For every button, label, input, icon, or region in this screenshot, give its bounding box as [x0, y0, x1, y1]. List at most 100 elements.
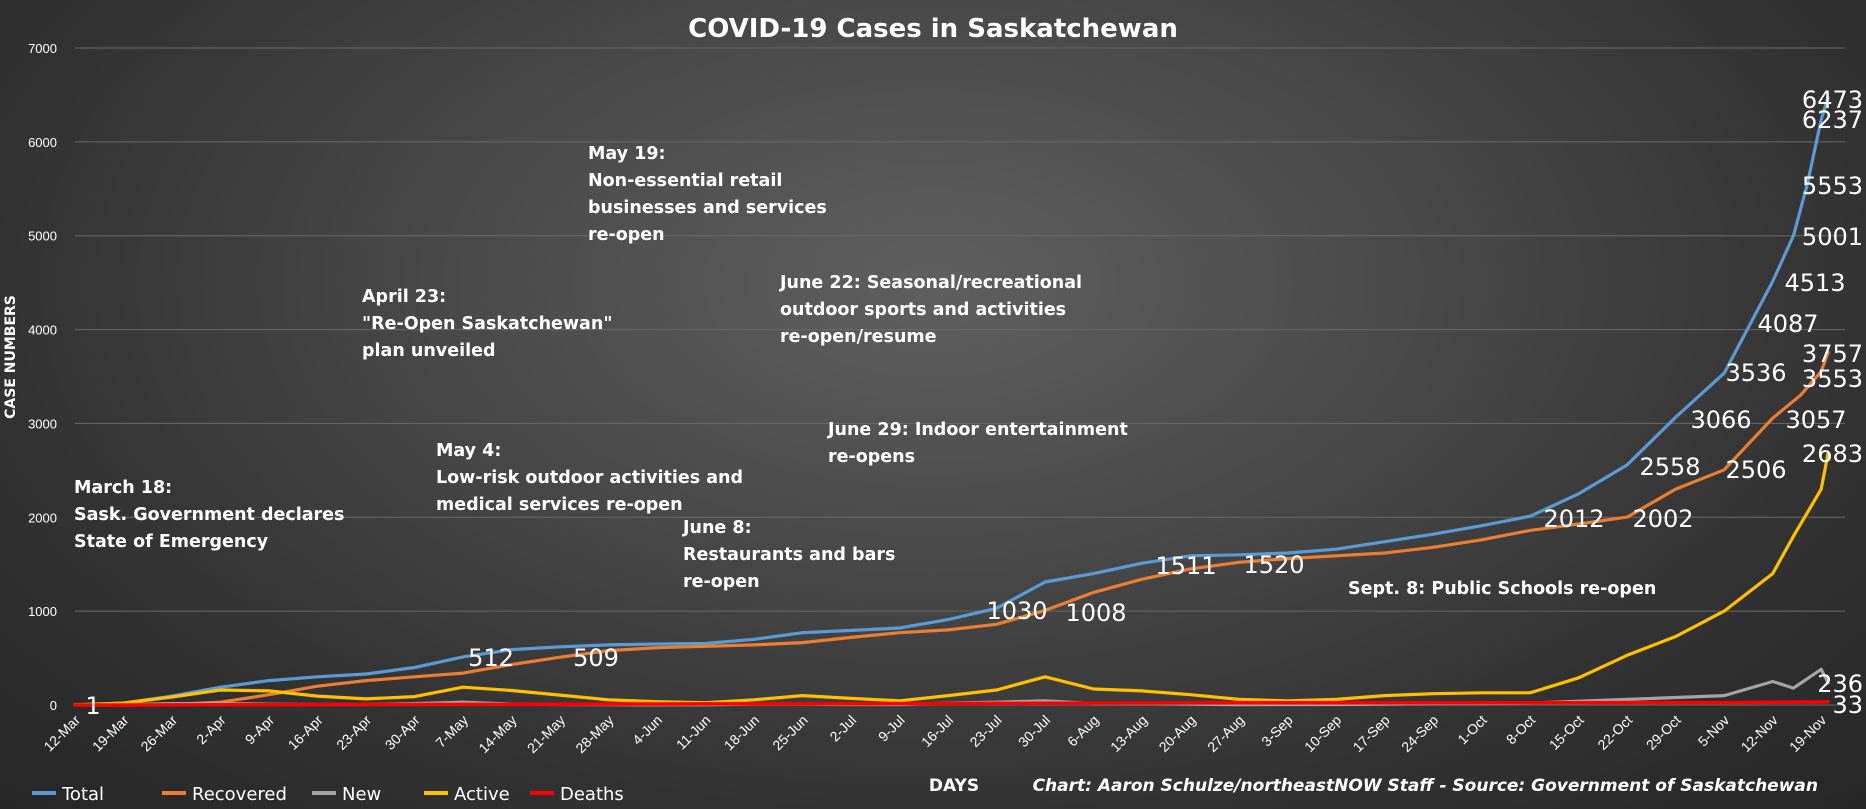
- x-tick-label: 15-Oct: [1546, 712, 1587, 753]
- data-label: 3066: [1690, 406, 1751, 434]
- x-axis-label: DAYS: [929, 776, 979, 796]
- x-tick-label: 7-May: [432, 712, 471, 751]
- y-tick-label: 4000: [28, 323, 57, 338]
- data-label: 2683: [1802, 440, 1863, 468]
- x-tick-label: 21-May: [524, 712, 568, 756]
- legend-label: Deaths: [560, 784, 624, 805]
- legend: Total Recovered New Active Deaths: [32, 784, 624, 805]
- y-axis-ticks: 0 1000 2000 3000 4000 5000 6000 7000: [28, 41, 57, 713]
- annotation-line: May 19:: [588, 144, 666, 164]
- data-label: 3553: [1802, 365, 1863, 393]
- y-tick-label: 5000: [28, 229, 57, 244]
- data-label: 1030: [986, 597, 1047, 625]
- y-axis-label: CASE NUMBERS: [3, 295, 19, 419]
- x-tick-label: 1-Oct: [1454, 712, 1490, 748]
- data-label: 1: [85, 692, 100, 720]
- x-tick-label: 9-Jul: [875, 712, 908, 745]
- x-tick-label: 6-Aug: [1064, 712, 1102, 750]
- annotation-line: June 8:: [682, 518, 752, 538]
- x-tick-label: 14-May: [475, 712, 519, 756]
- y-tick-label: 0: [50, 698, 57, 713]
- annotation-line: March 18:: [74, 478, 172, 498]
- legend-item-deaths: Deaths: [530, 784, 624, 805]
- data-label: 3536: [1725, 359, 1786, 387]
- series-line-recovered: [73, 350, 1830, 707]
- annotation: May 4: Low-risk outdoor activities and med…: [436, 441, 743, 515]
- data-label: 512: [468, 644, 514, 672]
- annotation: March 18: Sask. Government declares State …: [74, 478, 344, 552]
- x-tick-label: 9-Apr: [242, 712, 278, 748]
- event-annotations: March 18: Sask. Government declares State …: [74, 144, 1656, 599]
- x-tick-label: 23-Apr: [333, 712, 374, 753]
- data-label: 509: [573, 644, 619, 672]
- data-label: 5553: [1802, 172, 1863, 200]
- annotation: June 29: Indoor entertainment re-opens: [827, 420, 1128, 467]
- annotation-line: "Re-Open Saskatchewan": [362, 314, 612, 334]
- y-tick-label: 3000: [28, 416, 57, 431]
- y-tick-label: 1000: [28, 604, 57, 619]
- annotation: Sept. 8: Public Schools re-open: [1348, 579, 1656, 599]
- x-tick-label: 30-Apr: [382, 712, 423, 753]
- data-label: 5001: [1802, 223, 1863, 251]
- x-tick-label: 20-Aug: [1156, 712, 1199, 755]
- data-label: 236: [1817, 670, 1863, 698]
- annotation-line: Restaurants and bars: [683, 545, 895, 565]
- annotation-line: Low-risk outdoor activities and: [436, 468, 743, 488]
- data-label: 33: [1832, 691, 1863, 719]
- series-line-total: [73, 95, 1830, 707]
- x-tick-label: 5-Nov: [1695, 712, 1733, 750]
- legend-label: Recovered: [192, 784, 287, 805]
- legend-label: New: [342, 784, 381, 805]
- x-tick-label: 24-Sep: [1398, 712, 1441, 755]
- annotation-line: re-opens: [828, 447, 915, 467]
- series-line-deaths: [73, 700, 1830, 707]
- x-tick-label: 12-Mar: [40, 712, 83, 755]
- data-label: 2506: [1725, 456, 1786, 484]
- data-label: 6473: [1802, 86, 1863, 114]
- x-tick-label: 2-Jul: [826, 712, 859, 745]
- x-tick-label: 30-Jul: [1015, 712, 1053, 750]
- data-label: 3757: [1802, 340, 1863, 368]
- annotation-line: businesses and services: [588, 198, 827, 218]
- data-label: 4513: [1784, 269, 1845, 297]
- annotation-line: plan unveiled: [362, 341, 495, 361]
- series-line-active: [73, 451, 1830, 707]
- annotation: April 23: "Re-Open Saskatchewan" plan unve…: [362, 287, 612, 361]
- chart-credit: Chart: Aaron Schulze/northeastNOW Staff …: [1033, 776, 1818, 796]
- x-tick-label: 23-Jul: [966, 712, 1004, 750]
- x-tick-label: 17-Sep: [1350, 712, 1393, 755]
- legend-item-recovered: Recovered: [162, 784, 287, 805]
- x-tick-label: 12-Nov: [1738, 712, 1781, 755]
- annotation-line: re-open: [588, 225, 665, 245]
- x-tick-label: 26-Mar: [137, 712, 180, 755]
- y-tick-label: 2000: [28, 510, 57, 525]
- annotation: June 22: Seasonal/recreational outdoor sp…: [779, 273, 1082, 347]
- y-tick-label: 6000: [28, 135, 57, 150]
- legend-item-active: Active: [424, 784, 510, 805]
- legend-item-new: New: [312, 784, 381, 805]
- data-label: 3057: [1785, 406, 1846, 434]
- x-tick-label: 3-Sep: [1258, 712, 1296, 750]
- x-tick-label: 19-Nov: [1786, 712, 1829, 755]
- annotation-line: re-open/resume: [780, 327, 937, 347]
- data-labels: 1 512 509 1030 1008 1511 1520 2012 2002 2558 2506 3…: [85, 86, 1863, 720]
- data-label: 2002: [1632, 505, 1693, 533]
- annotation-line: medical services re-open: [436, 495, 683, 515]
- x-tick-label: 27-Aug: [1204, 712, 1247, 755]
- gridlines: [75, 47, 1845, 706]
- x-tick-label: 11-Jun: [673, 712, 714, 753]
- x-tick-label: 2-Apr: [193, 712, 229, 748]
- annotation-line: June 29: Indoor entertainment: [827, 420, 1128, 440]
- x-tick-label: 10-Sep: [1301, 712, 1344, 755]
- data-label: 6237: [1802, 106, 1863, 134]
- chart-title: COVID-19 Cases in Saskatchewan: [688, 14, 1178, 44]
- data-label: 2012: [1543, 505, 1604, 533]
- data-label: 4087: [1757, 310, 1818, 338]
- x-tick-label: 28-May: [572, 712, 616, 756]
- annotation: June 8: Restaurants and bars re-open: [682, 518, 895, 592]
- annotation-line: outdoor sports and activities: [780, 300, 1066, 320]
- annotation-line: Sept. 8: Public Schools re-open: [1348, 579, 1656, 599]
- data-label: 1511: [1155, 552, 1216, 580]
- legend-label: Active: [454, 784, 510, 805]
